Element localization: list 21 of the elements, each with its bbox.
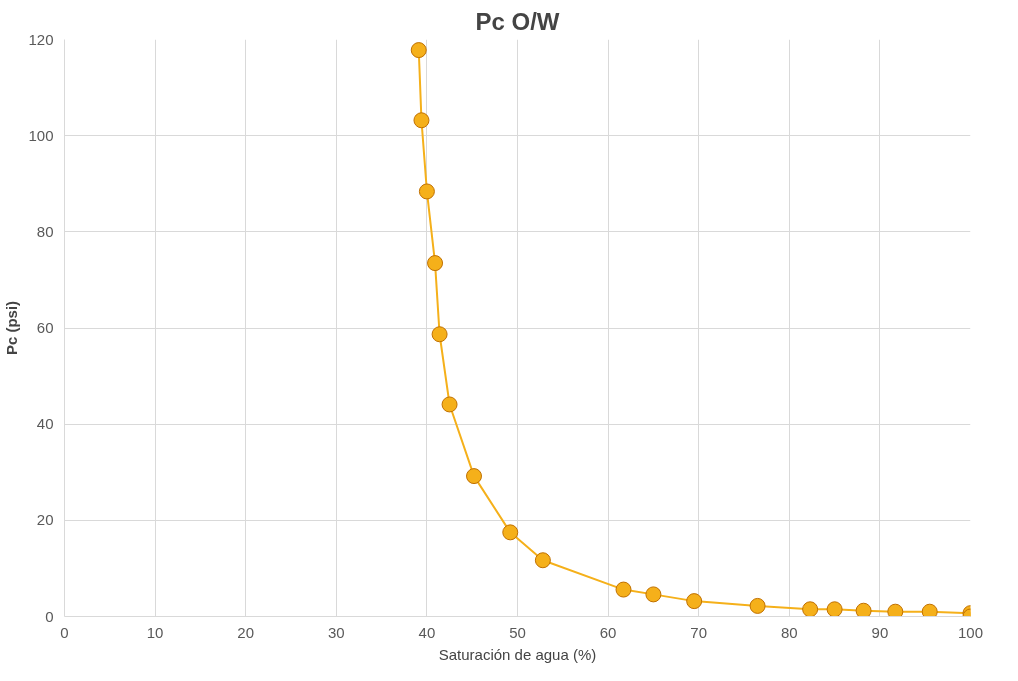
y-axis-title: Pc (psi) [3,300,21,356]
x-tick-label: 50 [509,623,526,641]
x-tick-label: 0 [60,623,69,641]
y-tick-label: 120 [28,30,54,48]
y-tick-label: 100 [28,126,54,144]
x-tick-label: 80 [780,623,798,641]
y-tick-label: 40 [36,415,54,433]
x-tick-label: 20 [237,623,255,641]
x-tick-label: 30 [327,623,345,641]
y-tick-label: 60 [36,319,54,336]
x-tick-label: 70 [690,623,708,641]
y-tick-label: 0 [45,607,54,625]
chart-title: Pc O/W [475,7,560,35]
x-tick-label: 100 [957,623,984,641]
x-tick-label: 90 [871,623,889,641]
x-tick-label: 60 [599,623,617,641]
x-tick-label: 40 [418,623,436,641]
x-tick-label: 10 [146,623,164,641]
y-tick-label: 20 [36,511,54,529]
y-tick-label: 80 [36,222,54,240]
x-axis-title: Saturación de agua (%) [438,645,597,663]
